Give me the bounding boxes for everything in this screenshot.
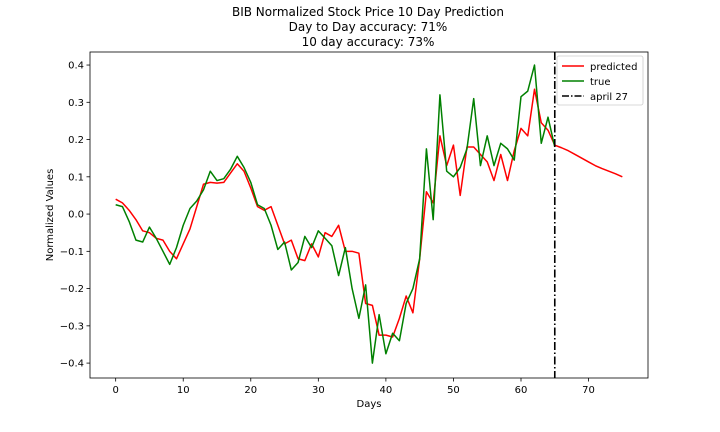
legend-box — [556, 55, 644, 106]
x-tick-label: 60 — [515, 385, 528, 396]
series-layer — [115, 64, 623, 364]
x-tick-label: 0 — [112, 385, 118, 396]
title-line-3: 10 day accuracy: 73% — [302, 35, 435, 49]
y-tick-label: 0.1 — [68, 172, 84, 183]
y-tick-label: −0.2 — [60, 284, 84, 295]
legend-label-predicted: predicted — [590, 62, 637, 73]
y-tick-label: −0.3 — [60, 321, 84, 332]
y-tick-label: 0.3 — [68, 98, 84, 109]
x-axis-label: Days — [357, 399, 382, 410]
y-tick-label: −0.4 — [60, 359, 84, 370]
title-line-2: Day to Day accuracy: 71% — [289, 20, 448, 34]
x-tick-label: 40 — [380, 385, 393, 396]
plot-frame — [89, 51, 649, 379]
y-axis-ticks: −0.4 −0.3 −0.2 −0.1 0.0 0.1 0.2 0.3 0.4 — [60, 61, 90, 370]
y-axis-label: Normalized Values — [45, 169, 56, 262]
y-tick-label: 0.0 — [68, 210, 84, 221]
x-tick-label: 10 — [177, 385, 190, 396]
x-tick-label: 50 — [447, 385, 460, 396]
chart-title: BIB Normalized Stock Price 10 Day Predic… — [232, 5, 504, 49]
x-tick-label: 30 — [312, 385, 325, 396]
x-axis-ticks: 0 10 20 30 40 50 60 70 — [112, 378, 595, 396]
legend: predicted true april 27 — [556, 55, 644, 106]
y-tick-label: 0.4 — [68, 61, 84, 72]
y-tick-label: −0.1 — [60, 247, 84, 258]
y-tick-label: 0.2 — [68, 135, 84, 146]
legend-label-true: true — [590, 77, 611, 88]
x-tick-label: 70 — [582, 385, 595, 396]
legend-label-april-27: april 27 — [590, 92, 628, 103]
title-line-1: BIB Normalized Stock Price 10 Day Predic… — [232, 5, 504, 19]
x-tick-label: 20 — [244, 385, 257, 396]
series-line-true — [115, 64, 556, 364]
